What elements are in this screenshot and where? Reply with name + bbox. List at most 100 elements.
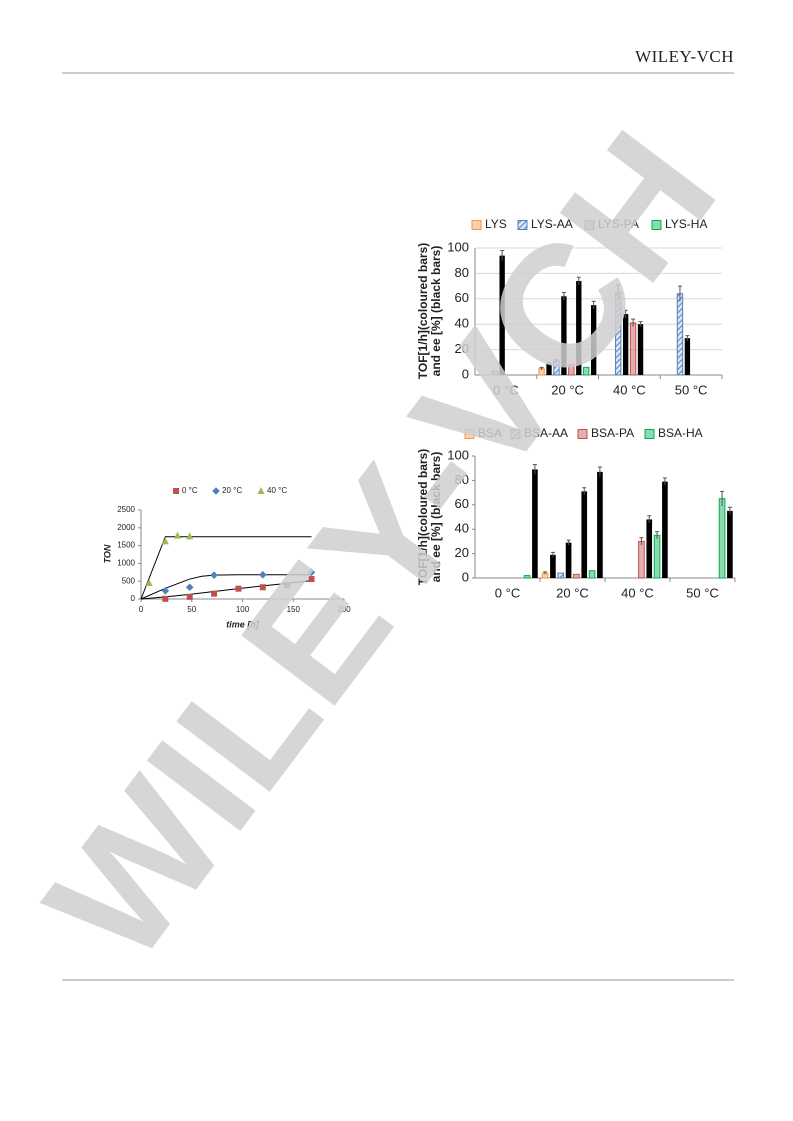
x-tick-label: 50 °C bbox=[686, 585, 719, 600]
error-bar bbox=[576, 276, 581, 285]
error-bar bbox=[655, 531, 660, 539]
marker bbox=[235, 585, 242, 592]
ee-bar bbox=[684, 338, 691, 375]
y-tick-label: 60 bbox=[455, 290, 469, 305]
ee-bar bbox=[561, 296, 567, 375]
tof-bar bbox=[653, 534, 661, 579]
error-bar bbox=[561, 291, 566, 301]
x-tick-label: 0 °C bbox=[493, 382, 518, 397]
error-bar bbox=[554, 359, 559, 363]
ee-bar bbox=[622, 314, 629, 375]
header-logo: WILEY-VCH bbox=[635, 47, 734, 66]
error-bar bbox=[566, 539, 571, 546]
x-tick-label: 40 °C bbox=[621, 585, 654, 600]
error-bar bbox=[631, 318, 636, 327]
legend-swatch bbox=[517, 220, 528, 230]
ee-bar bbox=[637, 324, 644, 375]
y-tick-label: 80 bbox=[455, 472, 469, 487]
error-bar bbox=[727, 506, 732, 515]
x-tick-label: 100 bbox=[236, 605, 250, 614]
error-bar bbox=[550, 551, 555, 558]
y-axis-label-line: and ee [%] (black bars) bbox=[429, 452, 443, 583]
ee-bar bbox=[576, 281, 582, 375]
error-bar bbox=[582, 487, 587, 496]
legend-label: BSA-HA bbox=[658, 426, 703, 440]
error-bar bbox=[623, 309, 628, 318]
y-tick-label: 40 bbox=[455, 521, 469, 536]
y-tick-label: 1500 bbox=[117, 541, 135, 550]
ee-bar bbox=[546, 363, 552, 375]
error-bar bbox=[639, 537, 644, 546]
y-tick-label: 2500 bbox=[117, 505, 135, 514]
y-tick-label: 20 bbox=[455, 545, 469, 560]
ee-bar bbox=[590, 305, 597, 375]
marker bbox=[259, 584, 266, 591]
tof-bar bbox=[557, 572, 565, 579]
tof-bar bbox=[588, 570, 596, 579]
marker bbox=[173, 488, 179, 494]
marker bbox=[212, 487, 220, 495]
y-tick-label: 500 bbox=[122, 576, 136, 585]
ee-bar bbox=[597, 471, 603, 578]
marker bbox=[145, 578, 153, 586]
marker bbox=[161, 587, 170, 595]
tof-bar bbox=[638, 540, 645, 579]
y-tick-label: 1000 bbox=[117, 559, 135, 568]
ee-bar bbox=[581, 491, 588, 578]
marker bbox=[307, 568, 316, 577]
error-bar bbox=[662, 477, 667, 486]
ee-bar bbox=[550, 554, 556, 578]
y-axis-label-line: TOF[1/h](coloured bars) bbox=[416, 449, 430, 585]
legend-label: BSA-AA bbox=[524, 426, 568, 440]
legend-label: LYS-HA bbox=[665, 217, 707, 231]
error-bar bbox=[591, 300, 596, 309]
error-bar bbox=[677, 285, 682, 302]
legend-swatch bbox=[464, 429, 475, 439]
error-bar bbox=[500, 250, 505, 261]
fit-line bbox=[140, 536, 312, 600]
x-tick-label: 150 bbox=[287, 605, 301, 614]
y-tick-label: 100 bbox=[447, 239, 469, 254]
legend-swatch bbox=[644, 429, 655, 439]
error-bar bbox=[543, 571, 548, 575]
x-tick-label: 20 °C bbox=[556, 585, 589, 600]
y-tick-label: 40 bbox=[455, 316, 469, 331]
y-tick-label: 2000 bbox=[117, 523, 135, 532]
x-tick-label: 0 bbox=[139, 605, 144, 614]
legend-label: LYS-PA bbox=[598, 217, 639, 231]
legend-swatch bbox=[471, 220, 482, 230]
error-bar bbox=[720, 490, 725, 507]
x-axis-label: time [h] bbox=[226, 619, 260, 629]
y-axis-label-line: TOF[1/h](coloured bars) bbox=[416, 243, 430, 379]
marker bbox=[186, 593, 193, 600]
legend-label: LYS bbox=[485, 217, 507, 231]
marker bbox=[162, 595, 169, 602]
error-bar bbox=[547, 361, 552, 365]
error-bar bbox=[685, 335, 690, 341]
y-axis-label: TON bbox=[102, 544, 112, 563]
tof-bar bbox=[491, 370, 498, 376]
tof-bar bbox=[573, 573, 580, 579]
error-bar bbox=[597, 466, 602, 477]
x-tick-label: 40 °C bbox=[613, 382, 646, 397]
charts: 0 20 40 60 80 100 0 °C 20 °C 40 °C 50 °C TOF[1/h](… bbox=[102, 217, 736, 629]
fit-line bbox=[140, 579, 312, 600]
marker bbox=[185, 583, 194, 592]
x-tick-label: 20 °C bbox=[551, 382, 584, 397]
legend-label: 0 °C bbox=[182, 486, 198, 495]
tof-bar bbox=[583, 366, 590, 376]
y-tick-label: 60 bbox=[455, 496, 469, 511]
x-tick-label: 0 °C bbox=[495, 585, 520, 600]
legend-label: BSA-PA bbox=[591, 426, 634, 440]
y-axis-label: TOF[1/h](coloured bars)and ee [%] (black… bbox=[416, 449, 443, 585]
legend-label: LYS-AA bbox=[531, 217, 573, 231]
y-tick-label: 0 bbox=[462, 366, 469, 381]
legend-label: 40 °C bbox=[267, 486, 287, 495]
error-bar bbox=[532, 464, 537, 475]
tof-bar bbox=[718, 498, 726, 579]
ee-bar bbox=[565, 542, 572, 578]
marker bbox=[161, 537, 169, 545]
y-tick-label: 100 bbox=[447, 447, 469, 462]
error-bar bbox=[647, 515, 652, 524]
